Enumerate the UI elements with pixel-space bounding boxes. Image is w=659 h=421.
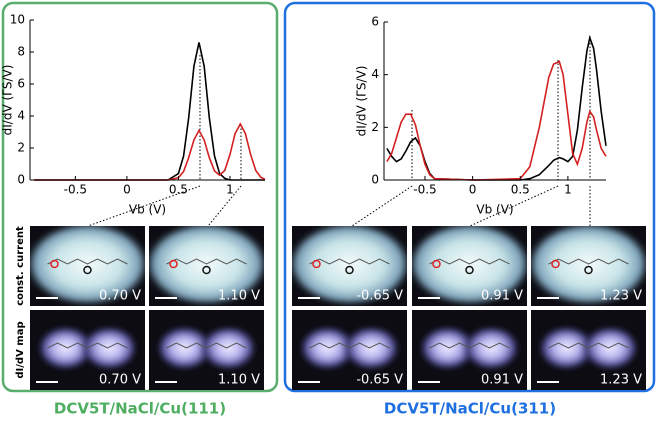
tip-marker — [83, 265, 92, 275]
molecule — [429, 342, 510, 349]
y-tick-label: 6 — [371, 15, 379, 29]
glow — [419, 326, 476, 370]
data-line — [386, 34, 607, 181]
voltage-label: 1.10 V — [218, 289, 260, 304]
x-tick-label: 1 — [564, 183, 572, 197]
x-tick-label: 0 — [123, 183, 131, 197]
stm-image: 0.91 V — [412, 310, 527, 390]
tip-marker — [312, 259, 321, 269]
x-tick-label: 0.5 — [511, 183, 530, 197]
y-tick-label: 2 — [17, 141, 25, 155]
tip-marker — [584, 265, 593, 275]
tip-marker — [551, 259, 560, 269]
molecule — [429, 258, 510, 265]
image-content — [419, 326, 520, 370]
group-title: DCV5T/NaCl/Cu(311) — [384, 400, 556, 418]
image-content — [30, 226, 145, 306]
image-content — [299, 326, 400, 370]
y-tick-label: 6 — [17, 77, 25, 91]
x-axis-label: Vb (V) — [129, 203, 166, 217]
stm-image: 0.70 V — [30, 310, 145, 390]
stm-image: 1.23 V — [531, 226, 646, 306]
image-content — [531, 226, 646, 306]
group-frame — [283, 1, 656, 393]
voltage-label: 1.10 V — [218, 373, 260, 388]
x-axis-label: Vb (V) — [476, 203, 513, 217]
glow — [200, 326, 257, 370]
glow — [582, 326, 639, 370]
y-tick-label: 4 — [17, 109, 25, 123]
tip-marker — [432, 259, 441, 269]
glow — [343, 326, 400, 370]
x-tick-label: -0.5 — [64, 183, 87, 197]
tip-marker — [50, 259, 59, 269]
image-content — [149, 226, 264, 306]
molecule — [166, 258, 247, 265]
connectors — [87, 36, 591, 227]
molecule — [309, 258, 390, 265]
stm-image: 1.10 V — [149, 226, 264, 306]
x-tick-label: 0.5 — [169, 183, 188, 197]
tip-marker — [465, 265, 474, 275]
x-tick-label: 0 — [469, 183, 477, 197]
image-content — [412, 226, 527, 306]
voltage-label: 0.91 V — [481, 289, 523, 304]
glow — [463, 326, 520, 370]
x-tick-label: -0.5 — [413, 183, 436, 197]
y-tick-label: 2 — [371, 120, 379, 134]
image-content — [292, 226, 407, 306]
stm-image: -0.65 V — [292, 226, 407, 306]
y-axis-label: dI/dV (ΓS/V) — [1, 65, 15, 136]
image-content — [37, 326, 138, 370]
group-title: DCV5T/NaCl/Cu(111) — [54, 400, 226, 418]
group-frame — [1, 1, 279, 393]
tip-marker — [202, 265, 211, 275]
voltage-label: 0.70 V — [99, 289, 141, 304]
stm-image: 0.91 V — [412, 226, 527, 306]
stm-image: 1.10 V — [149, 310, 264, 390]
voltage-label: -0.65 V — [356, 373, 403, 388]
y-tick-label: 10 — [10, 13, 25, 27]
x-tick-label: 1 — [226, 183, 234, 197]
glow — [37, 326, 94, 370]
data-line — [386, 60, 607, 181]
molecule — [548, 258, 629, 265]
data-line — [34, 42, 265, 181]
y-tick-label: 0 — [371, 173, 379, 187]
voltage-label: -0.65 V — [356, 289, 403, 304]
voltage-label: 1.23 V — [600, 289, 642, 304]
glow — [299, 326, 356, 370]
row-label: dI/dV map — [15, 321, 26, 378]
stm-image: 0.70 V — [30, 226, 145, 306]
molecule — [47, 258, 128, 265]
molecule — [309, 342, 390, 349]
image-content — [156, 326, 257, 370]
y-tick-label: 8 — [17, 45, 25, 59]
voltage-label: 0.70 V — [99, 373, 141, 388]
y-tick-label: 4 — [371, 67, 379, 81]
stm-image: -0.65 V — [292, 310, 407, 390]
voltage-label: 1.23 V — [600, 373, 642, 388]
data-line — [34, 122, 266, 181]
molecule — [548, 342, 629, 349]
glow — [81, 326, 138, 370]
glow — [538, 326, 595, 370]
molecule — [166, 342, 247, 349]
y-tick-label: 0 — [17, 173, 25, 187]
molecule — [47, 342, 128, 349]
tip-marker — [345, 265, 354, 275]
row-label: const. current — [15, 226, 26, 306]
voltage-label: 0.91 V — [481, 373, 523, 388]
y-axis-label: dI/dV (ΓS/V) — [355, 66, 369, 137]
image-content — [538, 326, 639, 370]
glow — [156, 326, 213, 370]
tip-marker — [169, 259, 178, 269]
stm-image: 1.23 V — [531, 310, 646, 390]
